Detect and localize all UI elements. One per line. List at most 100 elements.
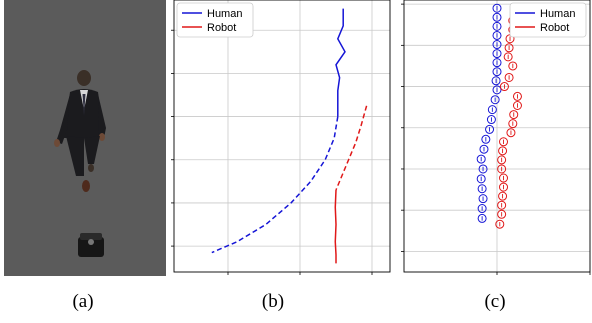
robot-footprint-marker <box>499 182 509 192</box>
robot-footprint-marker <box>497 209 507 219</box>
robot-footprint-circle <box>499 137 509 147</box>
robot-footprint-marker <box>503 52 513 62</box>
human-footprint-circle <box>491 76 501 86</box>
simulation-render <box>0 0 168 276</box>
human-footprint-circle <box>492 49 502 59</box>
human-footprint-marker <box>479 144 489 154</box>
robot-footprint-circle <box>504 43 514 53</box>
robot-footprint-circle <box>504 72 514 82</box>
robot-footprint-circle <box>495 219 505 229</box>
legend-label-robot: Robot <box>207 22 236 34</box>
robot-trajectory-dashed <box>335 105 368 191</box>
human-trajectory-dashed <box>211 116 339 254</box>
human-footprint-circle <box>492 67 502 77</box>
robot-footprint-circle <box>499 173 509 183</box>
robot-footprint-circle <box>506 128 516 138</box>
robot-footprint-marker <box>504 43 514 53</box>
robot-footprint-marker <box>506 128 516 138</box>
robot-footprint-marker <box>497 155 507 165</box>
human-footprint-circle <box>492 40 502 50</box>
human-footprint-marker <box>477 184 487 194</box>
legend-box <box>509 2 587 38</box>
human-footprint-marker <box>492 85 502 95</box>
robot-footprint-circle <box>508 61 518 71</box>
human-footprint-marker <box>492 21 502 31</box>
human-trajectory-solid <box>335 8 346 117</box>
human-footprint-circle <box>492 58 502 68</box>
trajectory-chart: Human Robot <box>168 0 398 276</box>
robot-figure <box>78 233 104 257</box>
robot-footprint-circle <box>503 52 513 62</box>
human-footprint-marker <box>485 124 495 134</box>
human-footprint-circle <box>477 213 487 223</box>
robot-footprint-marker <box>498 191 508 201</box>
robot-footprint-marker <box>499 173 509 183</box>
human-footprint-circle <box>478 164 488 174</box>
robot-footprint-circle <box>499 82 509 92</box>
human-footprint-circle <box>477 184 487 194</box>
human-footprint-marker <box>476 154 486 164</box>
legend-label-robot: Robot <box>540 22 569 34</box>
caption-b: (b) <box>261 291 285 312</box>
robot-footprint-marker <box>495 219 505 229</box>
robot-footprint-circle <box>508 119 518 129</box>
caption-c: (c) <box>484 291 506 312</box>
human-footprint-circle <box>490 95 500 105</box>
human-footprint-circle <box>481 134 491 144</box>
caption-a: (a) <box>72 291 94 312</box>
trajectory-chart-svg: Human Robot <box>171 0 391 275</box>
human-footprint-circle <box>492 85 502 95</box>
human-footprint-marker <box>478 164 488 174</box>
robot-footprint-circle <box>497 209 507 219</box>
human-footprint-circle <box>487 105 497 115</box>
robot-footprint-marker <box>509 110 519 120</box>
human-footprint-marker <box>478 194 488 204</box>
human-footprint-marker <box>490 95 500 105</box>
human-figure <box>54 70 106 192</box>
robot-footprint-marker <box>512 91 522 101</box>
legend-label-human: Human <box>540 8 575 20</box>
robot-footprint-marker <box>499 82 509 92</box>
robot-footprint-marker <box>512 101 522 111</box>
human-footprint-marker <box>477 204 487 214</box>
robot-trajectory-solid <box>334 189 337 264</box>
human-footprint-circle <box>492 21 502 31</box>
robot-footprint-circle <box>498 146 508 156</box>
robot-footprint-marker <box>504 72 514 82</box>
robot-footprint-circle <box>497 155 507 165</box>
footprint-chart-svg: Human Robot <box>401 0 591 275</box>
footprint-chart: Human Robot <box>398 0 592 276</box>
human-footprint-marker <box>492 67 502 77</box>
plot-frame <box>173 0 391 273</box>
human-footprint-marker <box>486 115 496 125</box>
human-footprint-circle <box>479 144 489 154</box>
human-footprint-circle <box>492 12 502 22</box>
robot-footprint-marker <box>499 137 509 147</box>
robot-footprint-marker <box>508 61 518 71</box>
human-footprint-marker <box>481 134 491 144</box>
human-footprint-circle <box>478 194 488 204</box>
human-footprint-circle <box>486 115 496 125</box>
human-footprint-circle <box>485 124 495 134</box>
human-footprint-circle <box>477 204 487 214</box>
legend-label-human: Human <box>207 8 242 20</box>
robot-footprint-marker <box>497 164 507 174</box>
human-footprint-circle <box>492 3 502 13</box>
robot-footprint-circle <box>512 101 522 111</box>
human-footprint-circle <box>476 174 486 184</box>
human-footprint-marker <box>492 58 502 68</box>
robot-footprint-circle <box>512 91 522 101</box>
human-footprint-circle <box>476 154 486 164</box>
human-footprint-marker <box>492 40 502 50</box>
human-footprint-marker <box>477 213 487 223</box>
simulation-render-svg <box>4 0 166 276</box>
robot-footprint-circle <box>499 182 509 192</box>
legend-box <box>176 2 254 38</box>
human-footprint-marker <box>491 76 501 86</box>
robot-footprint-marker <box>497 200 507 210</box>
human-footprint-circle <box>492 30 502 40</box>
human-footprint-marker <box>487 105 497 115</box>
robot-footprint-circle <box>498 191 508 201</box>
human-footprint-marker <box>492 49 502 59</box>
robot-footprint-circle <box>497 200 507 210</box>
